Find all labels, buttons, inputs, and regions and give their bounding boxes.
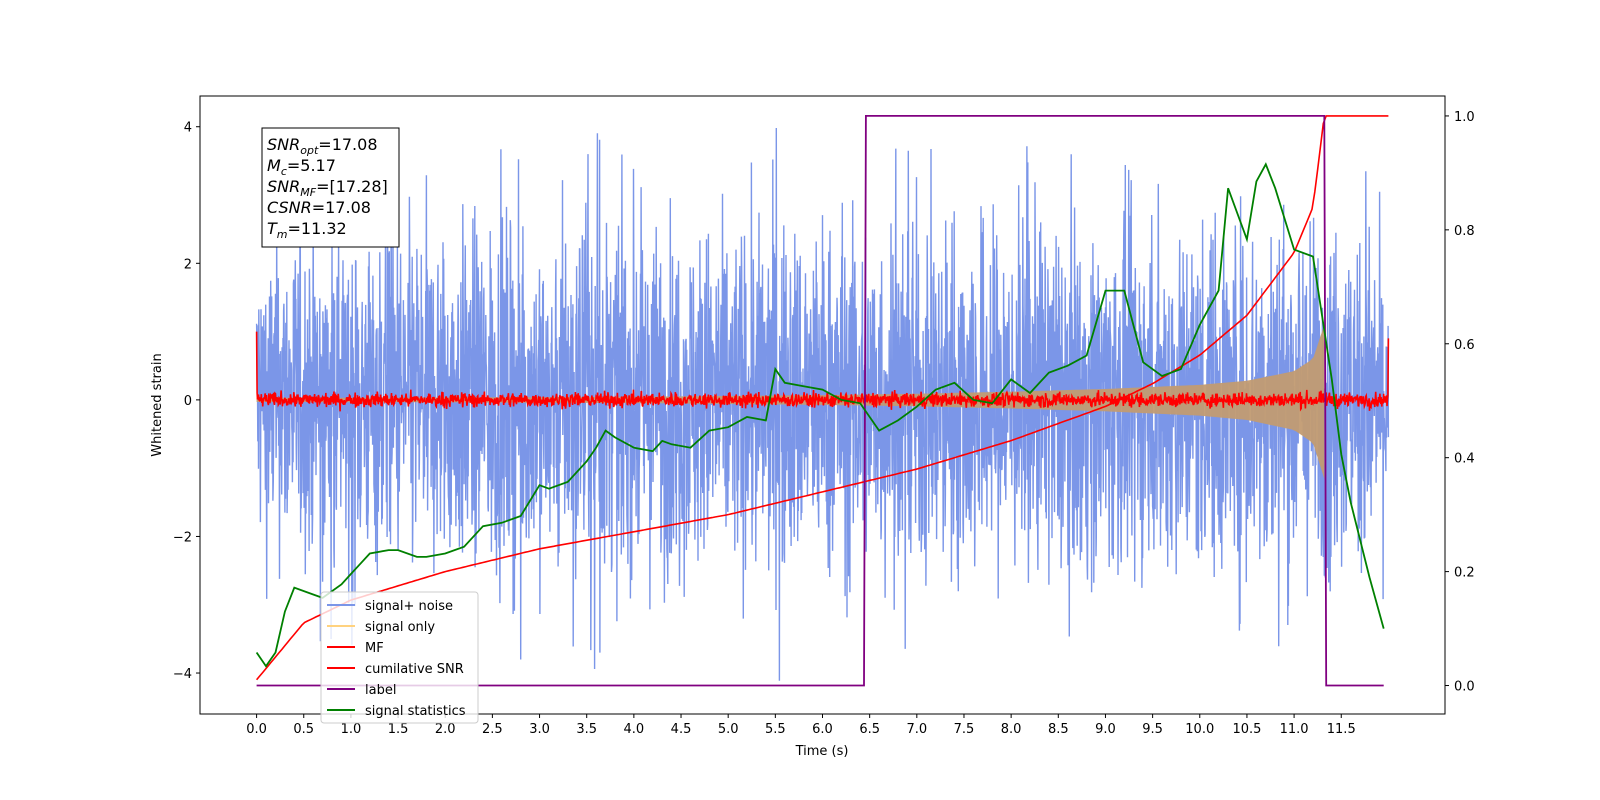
x-tick-label: 1.0 <box>341 722 362 737</box>
x-tick-label: 5.5 <box>765 722 786 737</box>
legend-label: label <box>365 683 396 698</box>
annotation-subscript: c <box>281 165 287 178</box>
x-tick-label: 11.5 <box>1327 722 1356 737</box>
y-axis-left-label: Whitened strain <box>150 353 165 456</box>
y-left-tick-label: 2 <box>184 257 192 272</box>
annotation-subscript: opt <box>300 144 319 157</box>
y-right-tick-label: 0.6 <box>1454 338 1475 353</box>
x-tick-label: 2.5 <box>482 722 503 737</box>
y-right-tick-label: 0.2 <box>1454 566 1475 581</box>
y-right-tick-label: 0.4 <box>1454 452 1475 467</box>
legend-label: signal only <box>365 620 435 635</box>
annotation-subscript: MF <box>300 186 316 199</box>
series-signal-plus-noise <box>255 127 1390 681</box>
y-axis-left: 4 2 0 −2 −4 <box>173 121 200 682</box>
x-tick-label: 5.0 <box>718 722 739 737</box>
x-tick-label: 8.5 <box>1048 722 1069 737</box>
x-tick-label: 10.5 <box>1232 722 1261 737</box>
series-label <box>256 115 1384 687</box>
annotation-line: SNRopt=17.08 <box>267 135 378 157</box>
annotation-symbol: SNR <box>267 135 300 154</box>
annotation-line: SNRMF=[17.28] <box>267 177 388 199</box>
legend: signal+ noise signal only MF cumilative SNR… <box>320 591 479 724</box>
annotation-symbol: SNR <box>267 177 300 196</box>
annotation-value: =17.08 <box>312 198 371 217</box>
x-tick-label: 7.0 <box>906 722 927 737</box>
y-axis-right: 1.0 0.8 0.6 0.4 0.2 0.0 <box>1445 110 1475 695</box>
legend-label: signal statistics <box>365 704 466 719</box>
annotation-value: =[17.28] <box>316 177 388 196</box>
x-tick-label: 4.0 <box>624 722 645 737</box>
annotation-symbol: T <box>267 219 278 238</box>
annotation-line: CSNR=17.08 <box>267 198 371 217</box>
x-tick-label: 2.0 <box>435 722 456 737</box>
annotation-value: =5.17 <box>287 156 336 175</box>
x-tick-label: 4.5 <box>671 722 692 737</box>
legend-label: signal+ noise <box>365 599 453 614</box>
x-tick-label: 9.5 <box>1142 722 1163 737</box>
series-mf <box>255 331 1390 412</box>
x-tick-label: 7.5 <box>954 722 975 737</box>
annotation-subscript: m <box>277 228 288 241</box>
series-signal-statistics <box>255 162 1385 668</box>
annotation-value: =11.32 <box>288 219 347 238</box>
y-left-tick-label: 0 <box>184 394 192 409</box>
annotation-value: =17.08 <box>318 135 377 154</box>
annotation-line: Tm=11.32 <box>267 219 347 241</box>
annotation-symbol: M <box>267 156 281 175</box>
annotation-line: Mc=5.17 <box>267 156 336 178</box>
metrics-annotation-box: SNRopt=17.08Mc=5.17SNRMF=[17.28]CSNR=17.… <box>261 127 400 248</box>
series-cumulative-snr <box>255 115 1389 681</box>
legend-label: cumilative SNR <box>365 662 464 677</box>
x-tick-label: 6.0 <box>812 722 833 737</box>
legend-frame <box>320 591 479 724</box>
annotation-symbol: CSNR <box>267 198 312 217</box>
x-tick-label: 3.5 <box>576 722 597 737</box>
x-axis-label: Time (s) <box>795 744 849 759</box>
y-right-tick-label: 0.8 <box>1454 224 1475 239</box>
annotation-box-frame <box>261 127 400 248</box>
x-tick-label: 3.0 <box>529 722 550 737</box>
x-tick-label: 11.0 <box>1280 722 1309 737</box>
x-tick-label: 10.0 <box>1185 722 1214 737</box>
y-left-tick-label: −2 <box>173 530 192 545</box>
x-tick-label: 1.5 <box>388 722 409 737</box>
legend-label: MF <box>365 641 384 656</box>
y-left-tick-label: 4 <box>184 121 192 136</box>
x-tick-label: 0.0 <box>246 722 267 737</box>
x-tick-label: 8.0 <box>1001 722 1022 737</box>
y-left-tick-label: −4 <box>173 667 192 682</box>
x-axis: 0.0 0.5 1.0 1.5 2.0 2.5 3.0 3.5 4.0 4.5 5.0 5.5 6.0 6… <box>246 714 1356 737</box>
y-right-tick-label: 0.0 <box>1454 680 1475 695</box>
y-right-tick-label: 1.0 <box>1454 110 1475 125</box>
x-tick-label: 6.5 <box>859 722 880 737</box>
x-tick-label: 9.0 <box>1095 722 1116 737</box>
x-tick-label: 0.5 <box>293 722 314 737</box>
plot-area <box>255 115 1390 687</box>
